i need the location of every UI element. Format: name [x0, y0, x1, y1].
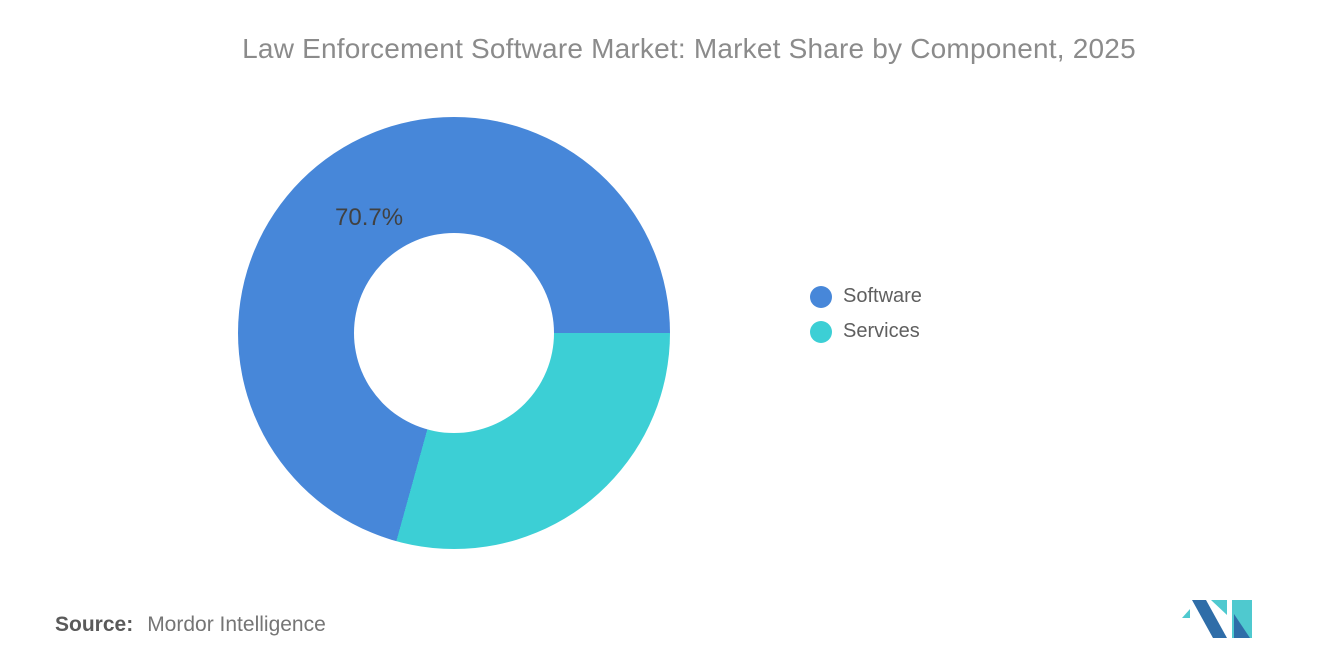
- source-label: Source:: [55, 613, 134, 636]
- logo-left-teal-triangle: [1182, 609, 1190, 618]
- donut-hole: [354, 233, 554, 433]
- logo-blue-diagonal: [1192, 600, 1227, 638]
- legend: Software Services: [810, 285, 922, 343]
- legend-item-software: Software: [810, 285, 922, 308]
- legend-label-software: Software: [843, 285, 922, 307]
- legend-label-services: Services: [843, 320, 920, 342]
- logo-right-blue-triangle: [1234, 614, 1250, 638]
- legend-item-services: Services: [810, 320, 922, 343]
- legend-swatch-software: [810, 285, 832, 308]
- donut-chart: 70.7%: [238, 117, 670, 549]
- mordor-intelligence-logo: [1182, 600, 1252, 638]
- logo-mid-teal-triangle: [1211, 600, 1227, 615]
- chart-title: Law Enforcement Software Market: Market …: [242, 33, 1136, 64]
- source-value: Mordor Intelligence: [147, 613, 326, 636]
- legend-swatch-services: [810, 320, 832, 343]
- source-line: Source: Mordor Intelligence: [55, 613, 326, 637]
- data-label-software: 70.7%: [335, 204, 404, 231]
